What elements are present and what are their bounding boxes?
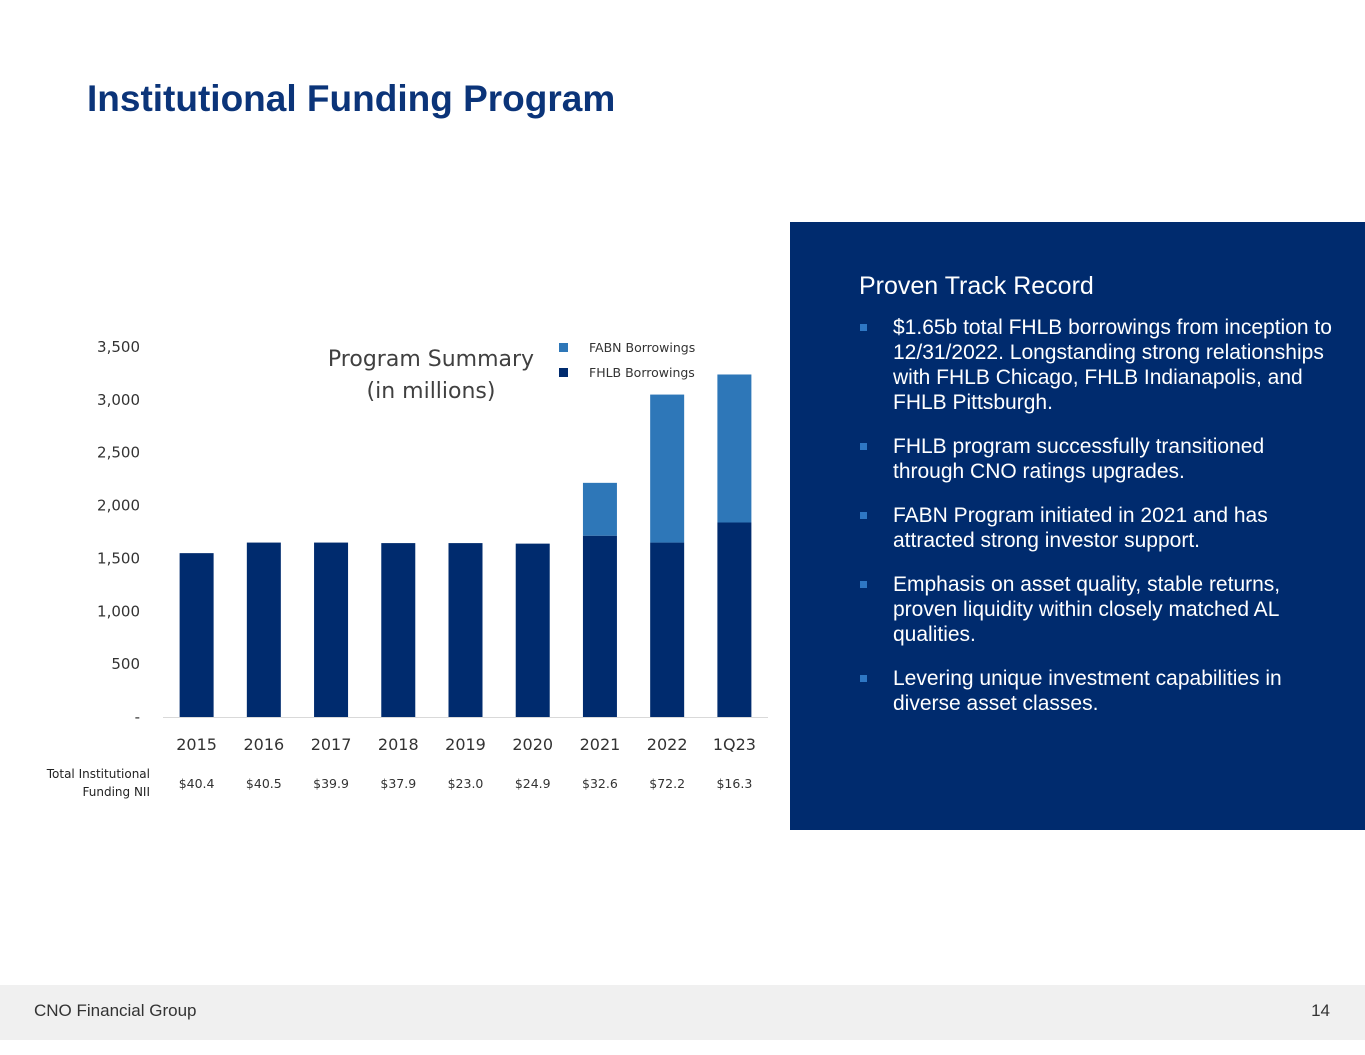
- legend-swatch: [559, 343, 568, 352]
- y-tick-label: 2,000: [97, 497, 140, 515]
- page-number: 14: [1311, 1001, 1330, 1020]
- x-tick-label: 2020: [512, 735, 553, 754]
- bullet-item: $1.65b total FHLB borrowings from incept…: [859, 315, 1333, 415]
- bar-fhlb-borrowings: [717, 522, 752, 717]
- bar-fhlb-borrowings: [179, 553, 214, 717]
- square-bullet-icon: [860, 512, 867, 519]
- bullet-item: FABN Program initiated in 2021 and has a…: [859, 503, 1333, 553]
- x-tick-label: 2022: [647, 735, 688, 754]
- y-tick-label: -: [135, 708, 140, 726]
- bar-fhlb-borrowings: [448, 543, 483, 717]
- nii-value: $37.9: [380, 776, 416, 791]
- legend-label: FABN Borrowings: [589, 340, 695, 355]
- nii-value: $40.5: [246, 776, 282, 791]
- nii-value: $32.6: [582, 776, 618, 791]
- x-tick-label: 2018: [378, 735, 419, 754]
- y-tick-label: 2,500: [97, 444, 140, 462]
- nii-row-label: Total Institutional Funding NII: [20, 765, 150, 801]
- bullet-item: Emphasis on asset quality, stable return…: [859, 572, 1333, 647]
- bullet-item: FHLB program successfully transitioned t…: [859, 434, 1333, 484]
- nii-value: $40.4: [179, 776, 215, 791]
- bullet-text: $1.65b total FHLB borrowings from incept…: [893, 316, 1332, 414]
- bar-fhlb-borrowings: [246, 542, 281, 717]
- x-tick-label: 2017: [311, 735, 352, 754]
- legend-swatch: [559, 368, 568, 377]
- bar-fabn-borrowings: [582, 482, 617, 536]
- x-tick-label: 2016: [243, 735, 284, 754]
- bar-fhlb-borrowings: [381, 543, 416, 717]
- bar-fhlb-borrowings: [582, 535, 617, 717]
- bar-fhlb-borrowings: [314, 542, 349, 717]
- legend-label: FHLB Borrowings: [589, 365, 695, 380]
- footer-company: CNO Financial Group: [34, 1001, 197, 1020]
- nii-value: $24.9: [515, 776, 551, 791]
- footer: CNO Financial Group 14: [0, 985, 1365, 1040]
- x-tick-label: 2021: [580, 735, 621, 754]
- y-tick-label: 3,500: [97, 338, 140, 356]
- y-tick-label: 1,500: [97, 549, 140, 567]
- nii-value: $16.3: [716, 776, 752, 791]
- bullet-text: Emphasis on asset quality, stable return…: [893, 573, 1281, 646]
- nii-value: $72.2: [649, 776, 685, 791]
- bar-fabn-borrowings: [650, 394, 685, 543]
- bar-fhlb-borrowings: [650, 542, 685, 717]
- bullet-list: $1.65b total FHLB borrowings from incept…: [859, 315, 1365, 716]
- nii-label-line2: Funding NII: [82, 785, 151, 799]
- bar-fhlb-borrowings: [515, 543, 550, 717]
- track-record-panel: Proven Track Record $1.65b total FHLB bo…: [790, 222, 1365, 830]
- y-tick-label: 3,000: [97, 391, 140, 409]
- y-tick-label: 500: [111, 655, 140, 673]
- x-tick-label: 2015: [176, 735, 217, 754]
- nii-value: $23.0: [448, 776, 484, 791]
- chart-title: Program Summary: [328, 347, 534, 372]
- bullet-text: FHLB program successfully transitioned t…: [893, 435, 1265, 483]
- bullet-item: Levering unique investment capabilities …: [859, 666, 1333, 716]
- square-bullet-icon: [860, 581, 867, 588]
- program-summary-chart: - 500 1,000 1,500 2,000 2,500 3,000 3,500 2015 $4…: [97, 338, 768, 791]
- y-tick-label: 1,000: [97, 602, 140, 620]
- nii-value: $39.9: [313, 776, 349, 791]
- nii-label-line1: Total Institutional: [46, 767, 150, 781]
- panel-heading: Proven Track Record: [859, 272, 1094, 300]
- x-tick-label: 1Q23: [713, 735, 756, 754]
- bullet-text: Levering unique investment capabilities …: [893, 667, 1282, 715]
- square-bullet-icon: [860, 675, 867, 682]
- square-bullet-icon: [860, 324, 867, 331]
- square-bullet-icon: [860, 443, 867, 450]
- bar-fabn-borrowings: [717, 374, 752, 523]
- chart-subtitle: (in millions): [367, 379, 496, 404]
- x-tick-label: 2019: [445, 735, 486, 754]
- page-title: Institutional Funding Program: [87, 78, 616, 119]
- bullet-text: FABN Program initiated in 2021 and has a…: [893, 504, 1268, 552]
